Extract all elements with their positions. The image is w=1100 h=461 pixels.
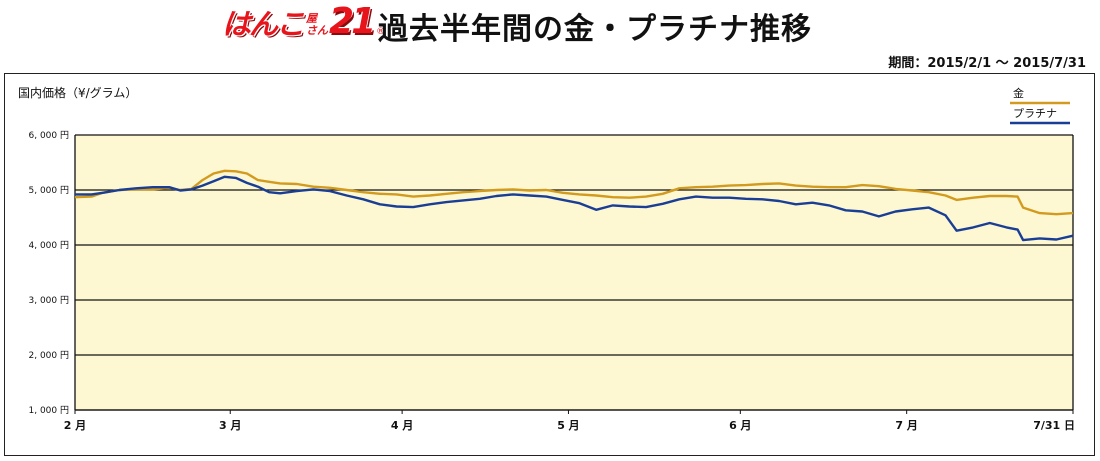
logo-text-small-1: 屋 [306,12,318,25]
series-line-gold [74,169,1074,216]
logo-number: 21 [329,1,376,42]
plot-layer: 6, 000 円 5, 000 円 4, 000 円 3, 000 円 2, 000 円… [18,85,1075,432]
x-tick-label: 4 月 [391,419,413,432]
x-tick-label: 5 月 [557,419,579,432]
series-line-platinum [75,175,1074,242]
hankoyasan21-logo[interactable]: はんこ 屋 さん 21 ® [222,4,386,41]
x-tick-label: 3 月 [219,419,241,432]
x-tick-label: 7/31 日 [1033,419,1075,432]
x-tick-label: 6 月 [729,419,751,432]
x-tick-label: 7 月 [895,419,917,432]
y-tick-label: 4, 000 円 [29,240,70,251]
legend-label-gold: 金 [1013,86,1024,100]
page-title: 過去半年間の金・プラチナ推移 [378,12,812,47]
y-tick-label: 1, 000 円 [29,405,70,416]
y-tick-label: 2, 000 円 [29,350,70,361]
y-tick-label: 3, 000 円 [29,295,70,306]
page-header: はんこ 屋 さん 21 ® 過去半年間の金・プラチナ推移 [0,0,1100,48]
legend-label-platinum: プラチナ [1013,107,1057,120]
logo-text-small: 屋 さん [306,13,328,37]
logo-text-main: はんこ [222,7,305,41]
x-tick-label: 2 月 [64,419,86,432]
period-label: 期間：2015/2/1 〜 2015/7/31 [888,56,1086,71]
y-tick-label: 5, 000 円 [29,185,70,196]
y-axis-title: 国内価格（¥/グラム） [18,85,137,100]
logo-text-small-2: さん [306,24,329,37]
registered-mark: ® [376,27,386,37]
y-tick-label: 6, 000 円 [29,130,70,141]
